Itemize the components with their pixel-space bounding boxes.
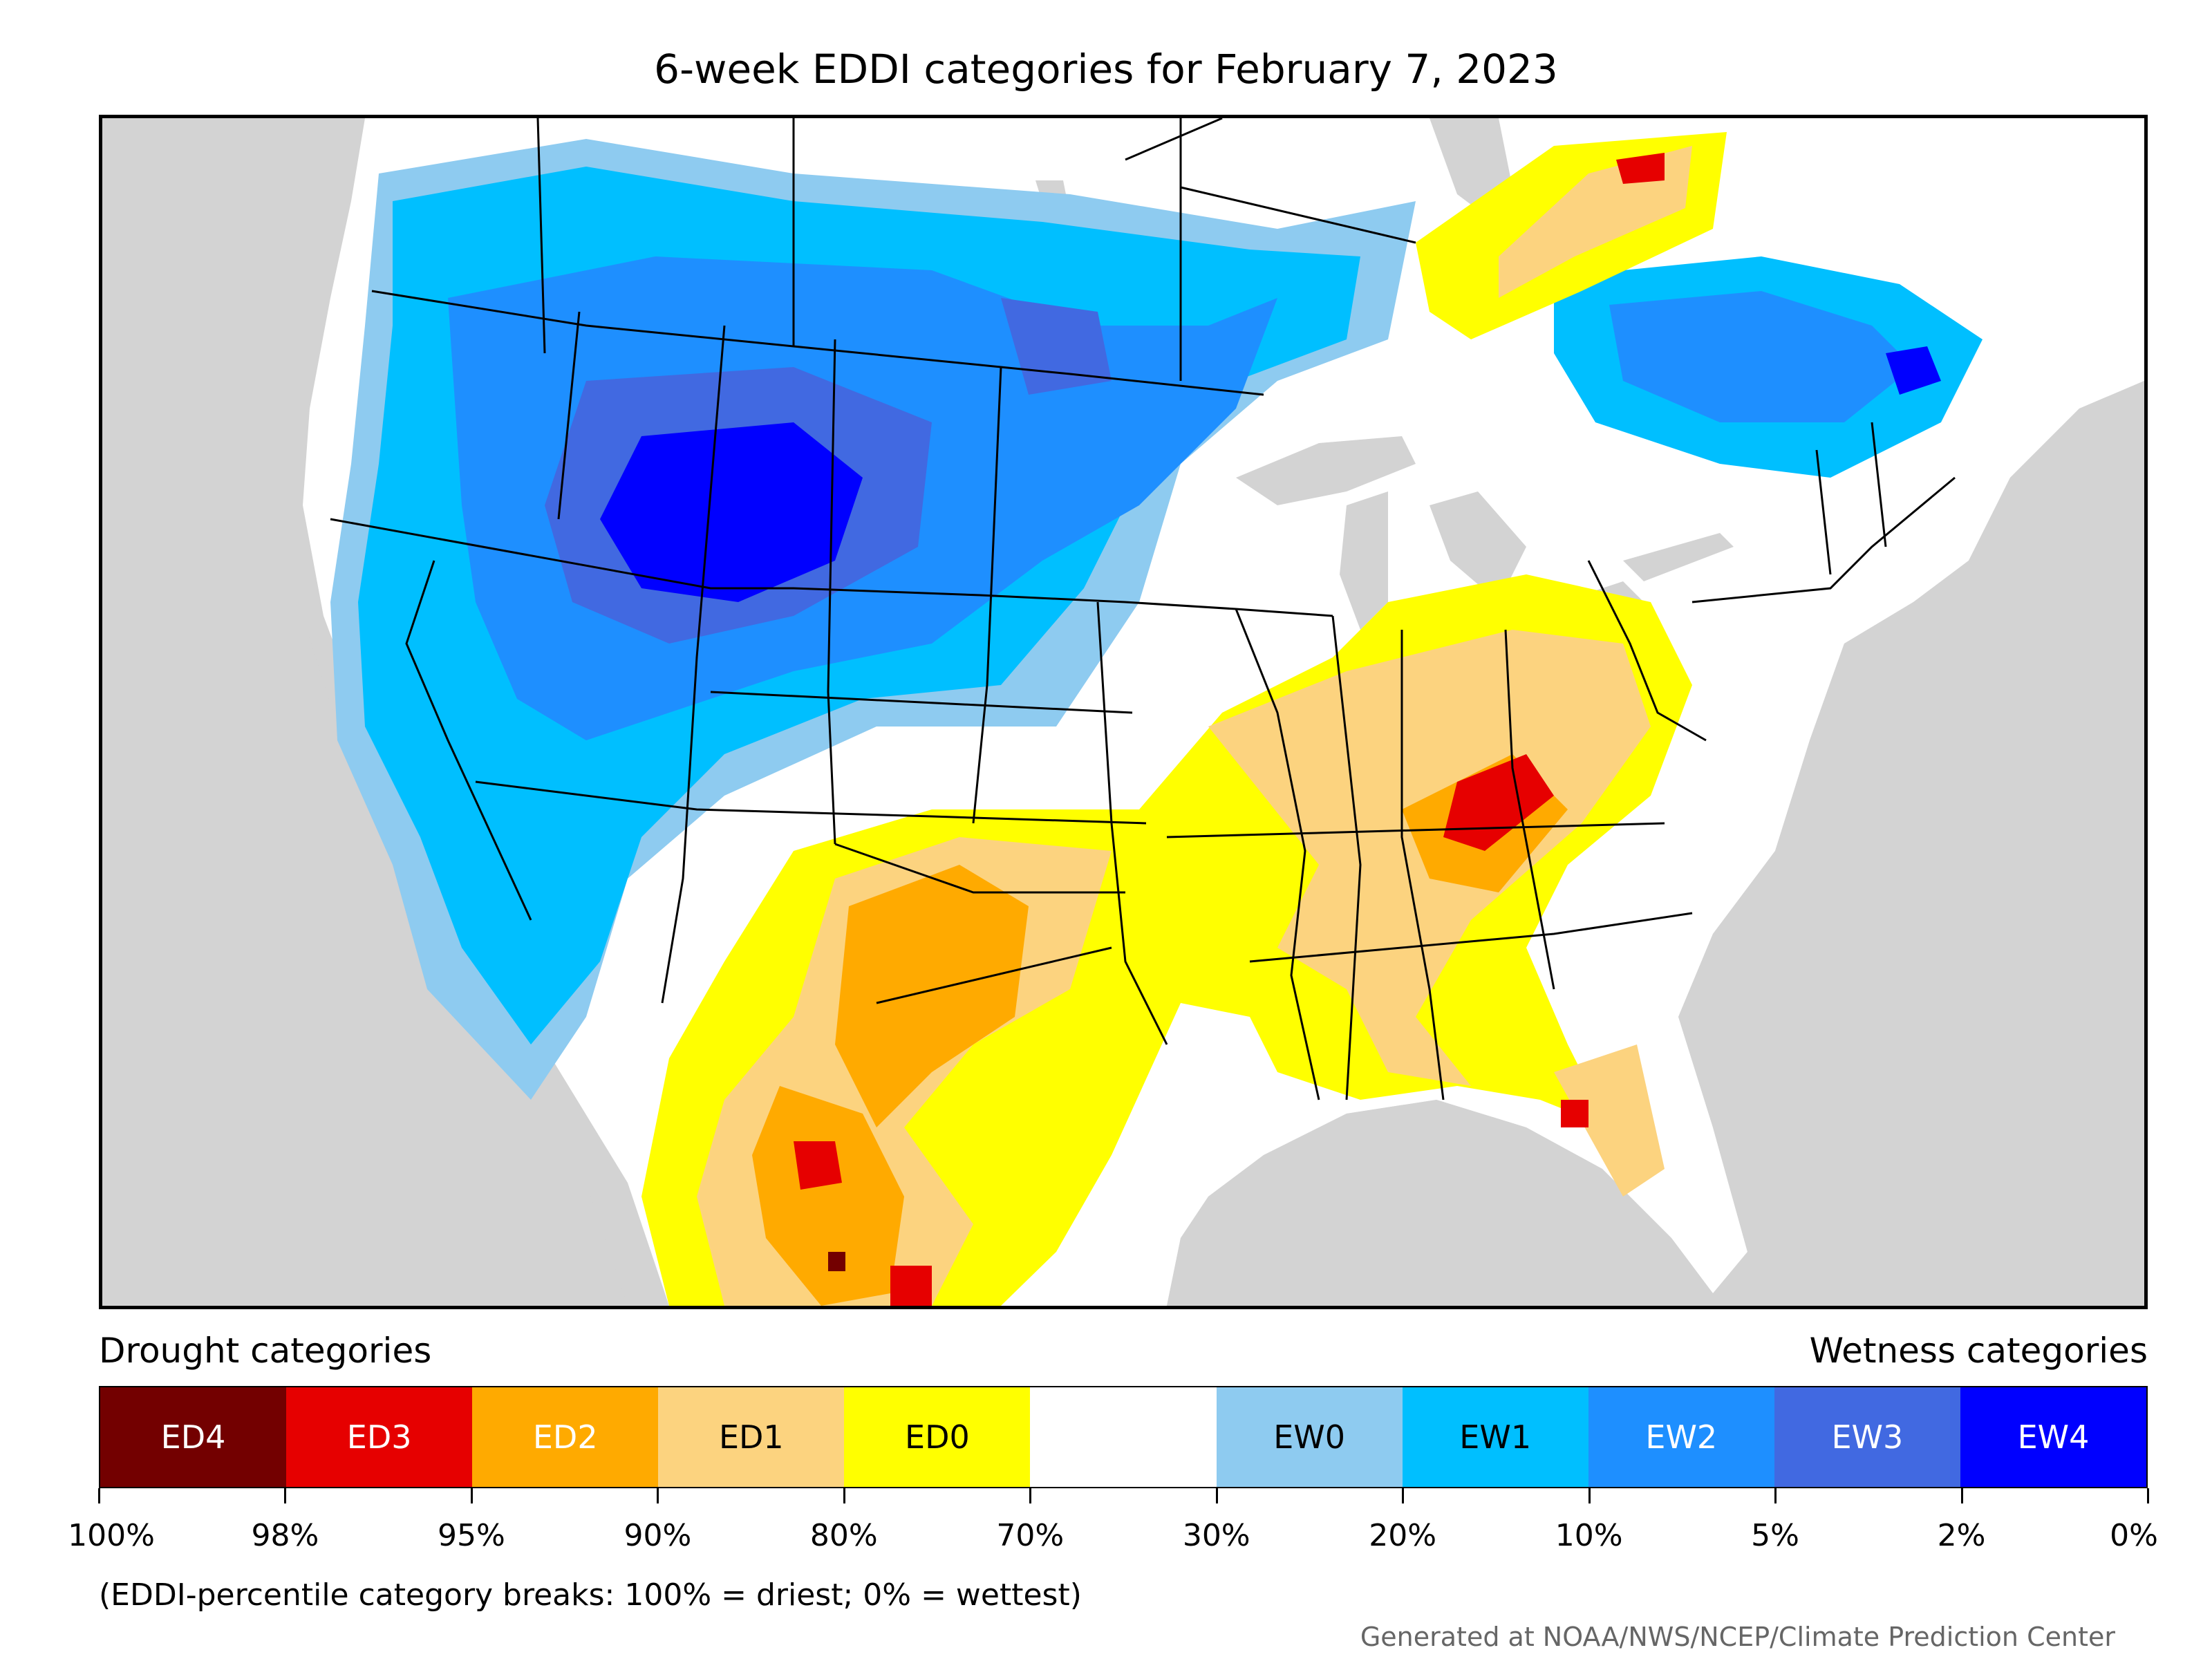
colorbar-cell-neutral bbox=[1030, 1387, 1217, 1487]
ed3-quebec bbox=[1616, 153, 1665, 184]
colorbar-cell-ed3: ED3 bbox=[286, 1387, 473, 1487]
gulf-atlantic bbox=[1167, 381, 2144, 1306]
great-lakes bbox=[1236, 436, 1734, 644]
colorbar-cell-ed2: ED2 bbox=[472, 1387, 659, 1487]
colorbar-tick bbox=[1402, 1488, 1405, 1503]
credit-line: Generated at NOAA/NWS/NCEP/Climate Predi… bbox=[1360, 1622, 2115, 1652]
colorbar-tick-label: 10% bbox=[1555, 1518, 1623, 1553]
colorbar-tick bbox=[1215, 1488, 1218, 1503]
colorbar-tick bbox=[1774, 1488, 1777, 1503]
colorbar-tick bbox=[1960, 1488, 1963, 1503]
colorbar-tick-label: 90% bbox=[624, 1518, 692, 1553]
colorbar-cell-ew3: EW3 bbox=[1774, 1387, 1960, 1487]
colorbar-tick-label: 80% bbox=[809, 1518, 878, 1553]
colorbar-ticks bbox=[98, 1488, 2149, 1509]
colorbar-tick-label: 0% bbox=[2110, 1518, 2158, 1553]
colorbar-tick bbox=[1029, 1488, 1032, 1503]
colorbar-tick bbox=[98, 1488, 100, 1503]
ed3-south bbox=[794, 754, 1588, 1306]
colorbar-tick-label: 70% bbox=[996, 1518, 1065, 1553]
colorbar-cell-ed0: ED0 bbox=[844, 1387, 1031, 1487]
colorbar-tick bbox=[843, 1488, 845, 1503]
map-title: 6-week EDDI categories for February 7, 2… bbox=[654, 46, 1558, 93]
colorbar-tick bbox=[1588, 1488, 1591, 1503]
state-borders bbox=[330, 118, 1956, 1100]
colorbar-tick-label: 20% bbox=[1369, 1518, 1437, 1553]
ew4-maine bbox=[1886, 346, 1941, 395]
colorbar-tick-label: 30% bbox=[1182, 1518, 1250, 1553]
percentile-note: (EDDI-percentile category breaks: 100% =… bbox=[99, 1577, 1082, 1613]
colorbar-cell-ew0: EW0 bbox=[1216, 1387, 1403, 1487]
colorbar-tick-label: 95% bbox=[438, 1518, 505, 1553]
wetness-heading: Wetness categories bbox=[1809, 1331, 2148, 1371]
drought-heading: Drought categories bbox=[99, 1331, 432, 1371]
colorbar-cell-ew4: EW4 bbox=[1960, 1387, 2147, 1487]
colorbar-tick bbox=[470, 1488, 473, 1503]
colorbar: ED4 ED3 ED2 ED1 ED0 EW0 EW1 EW2 EW3 EW4 bbox=[99, 1386, 2148, 1488]
map-frame bbox=[99, 115, 2148, 1309]
colorbar-tick bbox=[284, 1488, 287, 1503]
ed1-ontario bbox=[1499, 146, 1692, 298]
ew2-northeast bbox=[1609, 291, 1913, 422]
colorbar-tick bbox=[2147, 1488, 2149, 1503]
colorbar-cell-ew2: EW2 bbox=[1588, 1387, 1774, 1487]
colorbar-cell-ed4: ED4 bbox=[100, 1387, 287, 1487]
eddi-map bbox=[102, 118, 2144, 1306]
ed2-south bbox=[752, 754, 1568, 1306]
colorbar-cell-ed1: ED1 bbox=[658, 1387, 845, 1487]
colorbar-tick bbox=[657, 1488, 659, 1503]
colorbar-tick-label: 5% bbox=[1751, 1518, 1799, 1553]
colorbar-tick-label: 98% bbox=[251, 1518, 319, 1553]
colorbar-tick-label: 100% bbox=[68, 1518, 155, 1553]
pacific-ocean bbox=[102, 118, 628, 1306]
ed4-spot bbox=[828, 1252, 845, 1271]
ed1-south bbox=[697, 630, 1665, 1306]
colorbar-cell-ew1: EW1 bbox=[1402, 1387, 1588, 1487]
colorbar-tick-label: 2% bbox=[1937, 1518, 1986, 1553]
ew4-west bbox=[600, 422, 863, 602]
